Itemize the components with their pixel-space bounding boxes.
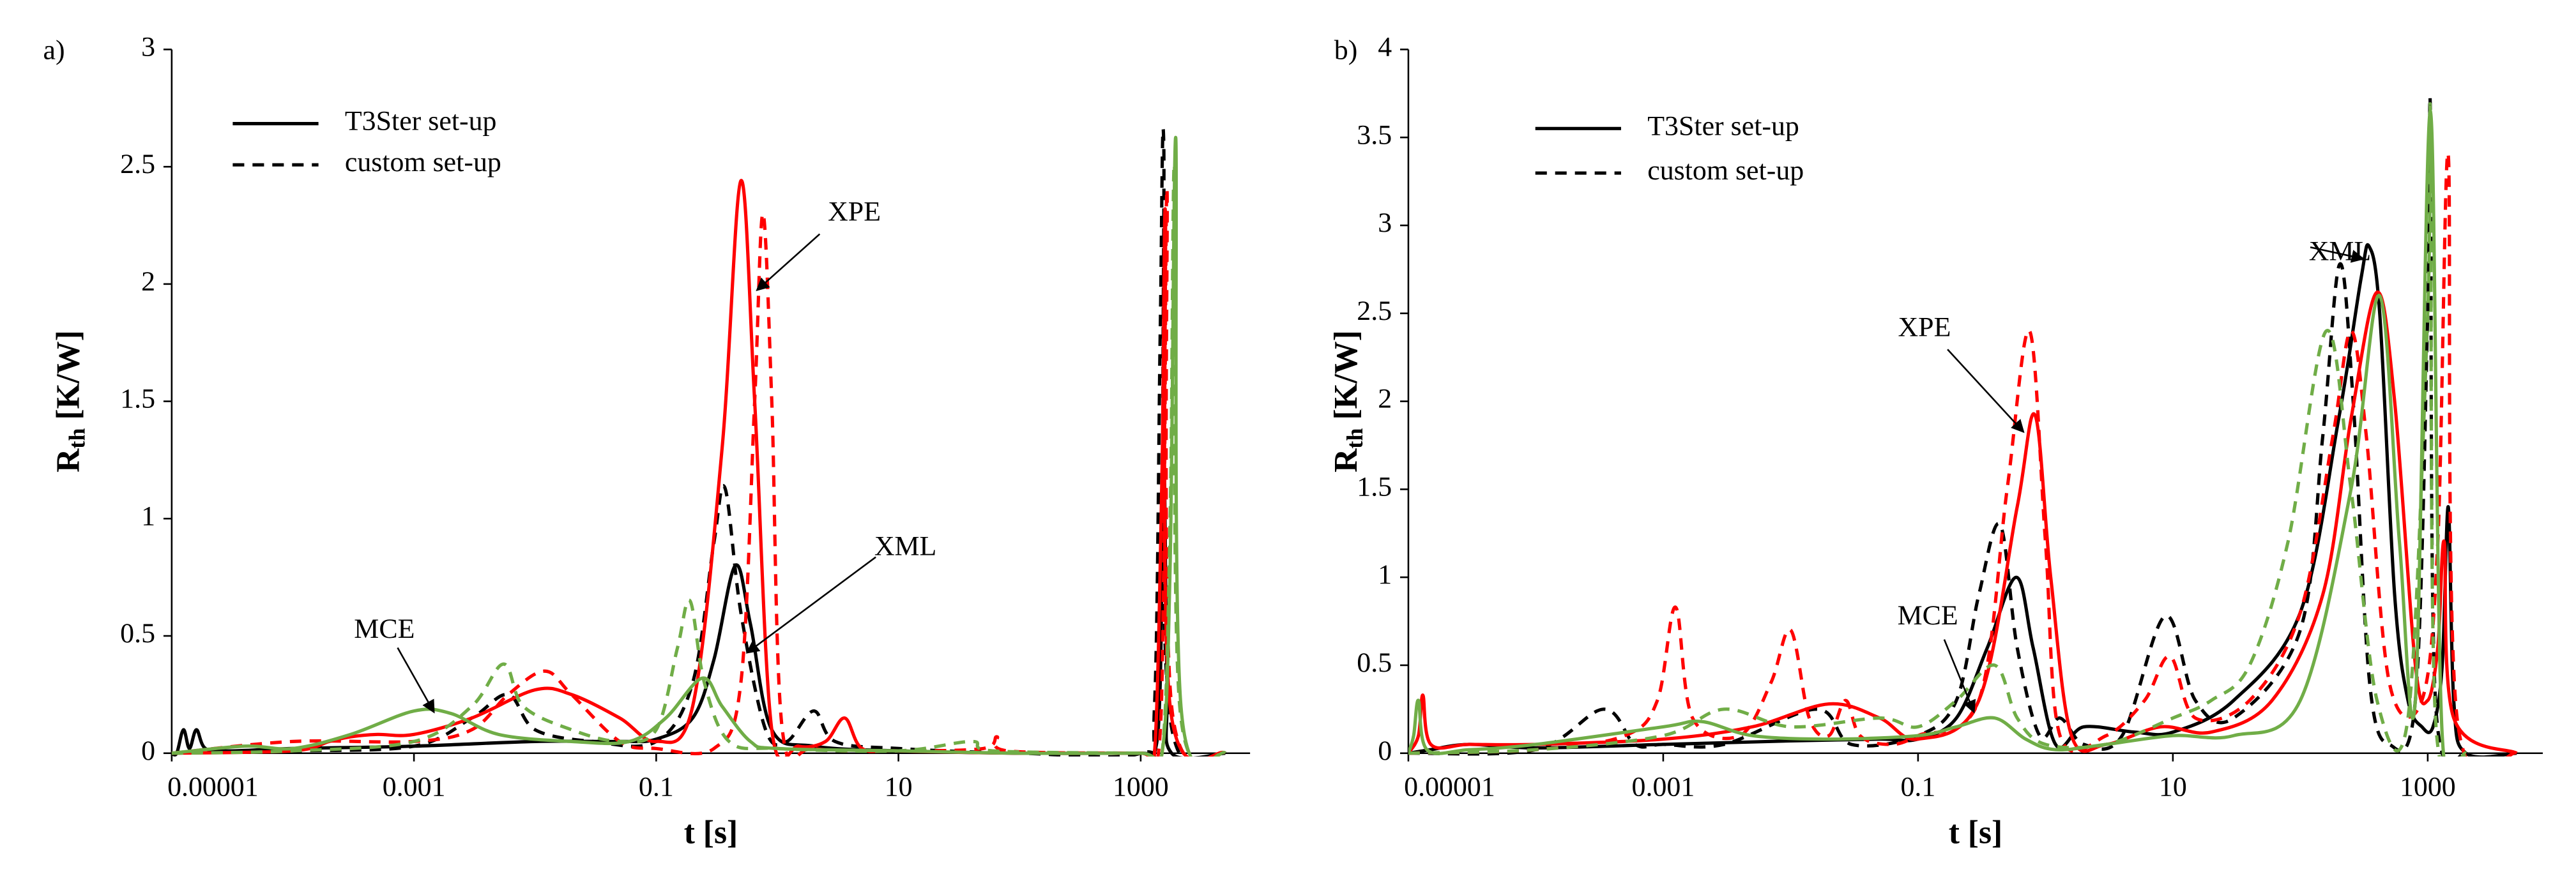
x-tick-label: 10 [885, 772, 913, 803]
y-tick-label: 1.5 [1357, 471, 1392, 502]
x-tick-label: 0.00001 [1404, 772, 1495, 803]
y-label-main: R [1328, 448, 1364, 472]
annotation-arrow [2310, 246, 2365, 263]
y-tick-label: 2 [1378, 384, 1392, 414]
annotation-arrow [1943, 639, 1976, 714]
x-tick-label: 10 [2159, 772, 2187, 803]
annotation: XML [2309, 236, 2372, 267]
panel-label: a) [43, 35, 65, 66]
annotation-arrow [397, 647, 435, 714]
legend-label: custom set-up [345, 147, 501, 177]
data-line [171, 446, 1226, 757]
panel-label: b) [1334, 35, 1358, 66]
y-label-sub: th [1342, 428, 1368, 449]
y-axis-label: Rth [K/W] [1328, 330, 1368, 472]
data-line [171, 179, 1227, 757]
annotation-arrow [1947, 349, 2025, 434]
x-tick-label: 0.001 [383, 772, 446, 803]
annotation: XPE [1898, 312, 1951, 342]
data-line [171, 187, 1227, 757]
y-tick-label: 2.5 [120, 149, 155, 179]
y-tick-label: 4 [1378, 32, 1392, 63]
y-label-unit: [K/W] [1328, 330, 1364, 419]
annotation-arrow [745, 556, 876, 654]
annotation: XML [874, 531, 936, 562]
y-label-main: R [50, 448, 86, 472]
x-axis-label: t [s] [684, 815, 738, 851]
annotation: MCE [354, 614, 415, 644]
y-tick-label: 0.5 [1357, 647, 1392, 678]
data-line [171, 163, 1227, 757]
x-tick-label: 0.1 [1900, 772, 1935, 803]
y-label-space [1328, 420, 1364, 428]
data-line [1408, 95, 2468, 757]
annotation: MCE [1898, 600, 1958, 631]
data-line [1408, 109, 2468, 757]
y-axis-label: Rth [K/W] [50, 330, 89, 472]
legend-label: T3Ster set-up [345, 106, 497, 137]
x-tick-label: 0.1 [639, 772, 674, 803]
x-axis-label: t [s] [1949, 815, 2003, 851]
y-tick-label: 3 [1378, 207, 1392, 238]
annotation-arrow [756, 233, 821, 292]
legend-label: T3Ster set-up [1647, 110, 1799, 141]
y-tick-label: 2.5 [1357, 296, 1392, 326]
y-tick-label: 2 [141, 266, 155, 297]
y-label-sub: th [65, 428, 90, 449]
y-tick-label: 3 [141, 32, 155, 63]
data-line [1408, 102, 2467, 757]
x-tick-label: 1000 [2400, 772, 2456, 803]
x-tick-label: 0.001 [1632, 772, 1695, 803]
y-tick-label: 1 [1378, 559, 1392, 590]
y-label-space [50, 420, 86, 428]
data-line [1408, 151, 2518, 757]
x-tick-label: 1000 [1113, 772, 1169, 803]
y-tick-label: 3.5 [1357, 119, 1392, 150]
x-tick-label: 0.00001 [167, 772, 259, 803]
legend-label: custom set-up [1647, 155, 1804, 186]
annotation: XPE [828, 197, 881, 227]
y-tick-label: 0 [141, 735, 155, 766]
y-tick-label: 1 [141, 501, 155, 531]
y-tick-label: 0 [1378, 735, 1392, 766]
y-label-unit: [K/W] [50, 330, 86, 419]
y-tick-label: 1.5 [120, 384, 155, 414]
data-line [1408, 243, 2517, 757]
y-tick-label: 0.5 [120, 618, 155, 649]
data-line [1408, 290, 2518, 755]
